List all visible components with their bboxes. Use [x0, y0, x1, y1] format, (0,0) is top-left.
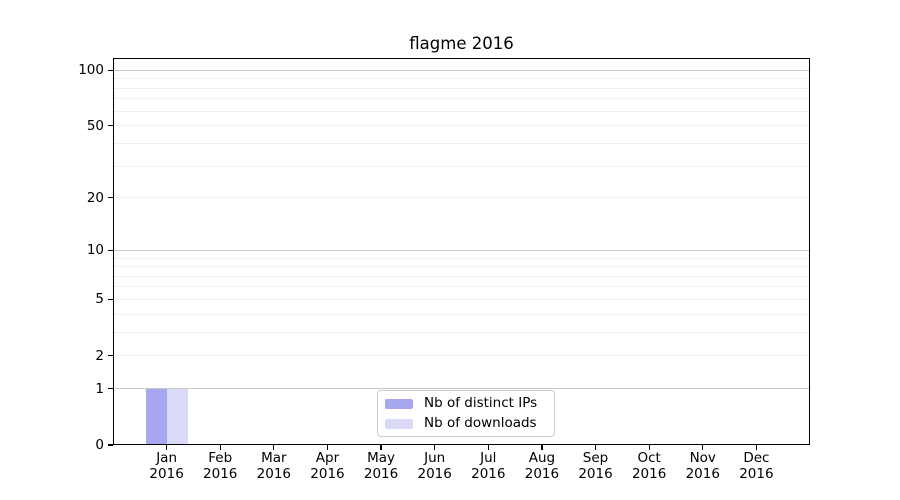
x-tick-label: Jul 2016	[456, 450, 520, 482]
x-tick-label-year: 2016	[417, 465, 452, 482]
y-tick	[108, 355, 113, 357]
x-tick-label: Aug 2016	[510, 450, 574, 482]
x-tick-label-month: Nov	[689, 450, 716, 466]
x-tick-label-year: 2016	[471, 465, 506, 482]
y-tick	[108, 298, 113, 301]
x-tick-label-year: 2016	[524, 465, 560, 482]
x-tick-label-year: 2016	[149, 465, 184, 482]
y-tick	[108, 69, 113, 71]
x-tick-label-month: May	[367, 450, 396, 466]
y-tick-label: 1	[95, 380, 104, 397]
x-tick-label: Oct 2016	[617, 450, 681, 482]
y-tick	[108, 125, 113, 127]
minor-gridline	[113, 78, 810, 80]
legend-swatch-nb-of-distinct-ips	[385, 398, 413, 409]
x-tick-label-month: Jan	[156, 450, 178, 466]
minor-gridline	[113, 125, 810, 127]
minor-gridline	[113, 275, 810, 277]
y-tick-label: 5	[95, 291, 104, 308]
x-tick-label-year: 2016	[310, 465, 345, 482]
legend-row-nb-of-distinct-ips: Nb of distinct IPs	[378, 394, 554, 413]
minor-gridline	[113, 266, 810, 268]
chart-title: flagme 2016	[409, 34, 514, 53]
x-tick	[541, 445, 543, 450]
y-tick-label: 100	[78, 62, 104, 79]
x-tick-label: Dec 2016	[724, 450, 788, 482]
x-tick-label: Nov 2016	[671, 450, 735, 482]
x-tick-label-year: 2016	[203, 465, 238, 482]
minor-gridline	[113, 257, 810, 259]
x-tick	[219, 445, 221, 450]
y-tick	[108, 249, 113, 251]
x-tick-label-year: 2016	[739, 465, 774, 482]
x-tick	[755, 445, 757, 450]
minor-gridline	[113, 98, 810, 100]
x-tick-label-year: 2016	[363, 465, 399, 482]
x-tick-label: May 2016	[349, 450, 413, 482]
major-gridline	[113, 388, 810, 390]
x-tick-label-month: Feb	[208, 450, 233, 466]
minor-gridline	[113, 313, 810, 315]
x-tick-label-year: 2016	[631, 465, 667, 482]
x-tick-label: Mar 2016	[242, 450, 306, 482]
y-tick	[108, 444, 113, 446]
x-tick	[434, 445, 436, 450]
x-tick-label-year: 2016	[578, 465, 613, 482]
minor-gridline	[113, 355, 810, 357]
x-tick	[326, 445, 329, 450]
legend-row-nb-of-downloads: Nb of downloads	[378, 414, 554, 433]
minor-gridline	[113, 165, 810, 167]
x-tick-label: Sep 2016	[564, 450, 628, 482]
x-tick-label-year: 2016	[685, 465, 720, 482]
x-tick-label-month: Aug	[528, 450, 556, 466]
major-gridline	[113, 69, 810, 71]
minor-gridline	[113, 331, 810, 333]
x-tick	[273, 445, 275, 450]
x-tick-label-month: Oct	[637, 450, 661, 466]
y-tick-label: 0	[95, 437, 104, 453]
y-tick-label: 20	[86, 189, 104, 206]
minor-gridline	[113, 298, 810, 300]
x-tick	[487, 445, 489, 450]
y-tick-label: 10	[86, 242, 104, 259]
x-tick-label-month: Jun	[424, 450, 446, 466]
x-tick-label-month: Apr	[315, 450, 340, 466]
x-tick-label: Feb 2016	[188, 450, 252, 482]
x-tick-label: Apr 2016	[295, 450, 359, 482]
x-tick-label: Jan 2016	[135, 450, 199, 482]
x-tick-label-month: Mar	[261, 450, 287, 466]
major-gridline	[113, 249, 810, 251]
legend-label-nb-of-downloads: Nb of downloads	[424, 415, 537, 431]
legend-swatch-nb-of-downloads	[385, 418, 413, 429]
y-tick-label: 2	[95, 347, 104, 364]
x-tick-label-year: 2016	[256, 465, 292, 482]
x-tick	[594, 445, 597, 450]
x-tick-label-month: Dec	[743, 450, 770, 466]
x-tick-label-month: Sep	[582, 450, 609, 466]
x-tick	[648, 445, 650, 450]
x-tick-label-month: Jul	[480, 450, 497, 466]
x-tick	[702, 445, 704, 450]
bar-nb-of-downloads-jan-2016	[166, 388, 188, 445]
minor-gridline	[113, 142, 810, 144]
legend-label-nb-of-distinct-ips: Nb of distinct IPs	[424, 395, 538, 411]
minor-gridline	[113, 110, 810, 112]
minor-gridline	[113, 87, 810, 89]
minor-gridline	[113, 197, 810, 199]
plot-frame	[113, 58, 810, 445]
x-tick-label: Jun 2016	[403, 450, 467, 482]
x-tick	[380, 445, 382, 450]
y-tick	[108, 197, 113, 199]
y-tick	[108, 388, 113, 390]
legend: Nb of distinct IPs Nb of downloads	[377, 390, 555, 437]
minor-gridline	[113, 286, 810, 288]
y-tick-label: 50	[86, 117, 104, 134]
bar-nb-of-distinct-ips-jan-2016	[145, 388, 167, 445]
x-tick	[166, 445, 168, 450]
